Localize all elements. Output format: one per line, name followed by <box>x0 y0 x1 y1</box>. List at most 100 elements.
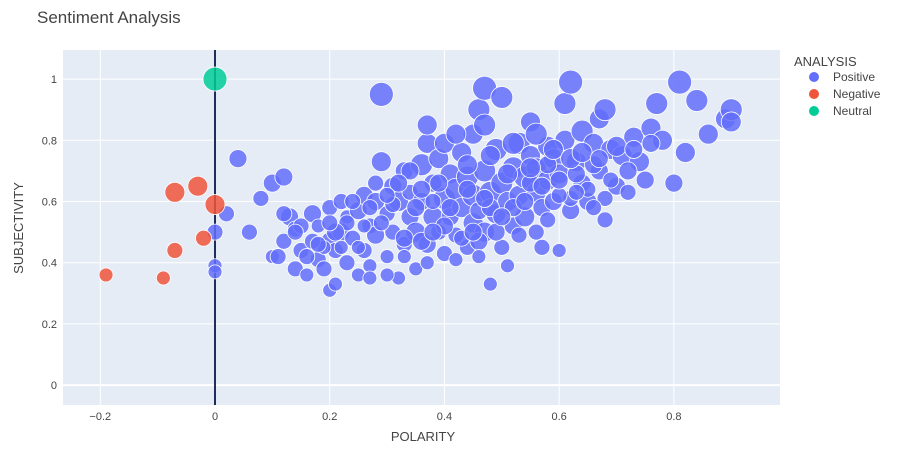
data-point[interactable] <box>550 186 568 204</box>
data-point[interactable] <box>207 264 223 280</box>
data-point[interactable] <box>551 243 567 258</box>
data-point[interactable] <box>490 86 514 109</box>
data-point[interactable] <box>423 222 443 242</box>
data-point[interactable] <box>532 176 552 196</box>
data-point[interactable] <box>493 238 511 256</box>
data-point[interactable] <box>463 222 483 242</box>
data-point[interactable] <box>195 229 212 247</box>
data-point[interactable] <box>510 226 528 244</box>
data-point[interactable] <box>344 193 362 210</box>
data-point[interactable] <box>520 157 541 179</box>
data-point[interactable] <box>549 170 569 190</box>
data-point[interactable] <box>589 149 609 169</box>
data-point[interactable] <box>440 198 460 218</box>
data-point[interactable] <box>624 140 644 159</box>
data-point[interactable] <box>448 252 464 268</box>
data-point[interactable] <box>445 123 467 145</box>
data-point[interactable] <box>408 261 424 277</box>
data-point[interactable] <box>187 175 209 197</box>
data-point[interactable] <box>298 248 316 265</box>
data-point[interactable] <box>619 183 637 201</box>
data-point[interactable] <box>457 179 477 199</box>
data-point[interactable] <box>328 276 343 292</box>
data-point[interactable] <box>275 205 293 223</box>
data-point[interactable] <box>368 81 394 107</box>
data-point[interactable] <box>275 232 293 250</box>
data-point[interactable] <box>394 228 414 248</box>
data-point[interactable] <box>241 223 258 241</box>
data-point[interactable] <box>164 181 186 203</box>
data-point[interactable] <box>571 142 593 163</box>
data-point[interactable] <box>697 123 719 145</box>
data-point[interactable] <box>524 122 548 146</box>
data-point[interactable] <box>406 198 426 218</box>
data-point[interactable] <box>98 267 114 283</box>
data-point[interactable] <box>539 211 557 229</box>
data-point[interactable] <box>228 149 248 169</box>
data-point[interactable] <box>429 173 449 193</box>
data-point[interactable] <box>500 258 515 274</box>
data-point[interactable] <box>274 167 294 187</box>
data-point[interactable] <box>635 170 655 190</box>
data-point[interactable] <box>596 211 614 229</box>
data-point[interactable] <box>667 69 693 95</box>
data-point[interactable] <box>482 276 498 292</box>
data-point[interactable] <box>606 136 627 157</box>
data-point[interactable] <box>515 192 535 211</box>
data-point[interactable] <box>351 239 366 255</box>
data-point[interactable] <box>338 254 356 272</box>
data-point[interactable] <box>356 218 372 234</box>
data-point[interactable] <box>602 171 620 189</box>
data-point[interactable] <box>424 193 442 210</box>
data-point[interactable] <box>543 139 564 160</box>
data-point[interactable] <box>618 161 638 181</box>
data-point[interactable] <box>473 113 496 137</box>
data-point[interactable] <box>361 199 379 217</box>
data-point[interactable] <box>558 69 584 95</box>
data-point[interactable] <box>155 270 171 286</box>
data-point[interactable] <box>315 260 333 278</box>
data-point[interactable] <box>362 270 378 286</box>
data-point[interactable] <box>475 189 494 208</box>
legend-item-negative[interactable]: Negative <box>809 87 881 101</box>
data-point[interactable] <box>641 133 661 153</box>
data-point[interactable] <box>204 194 226 215</box>
data-point[interactable] <box>372 214 390 232</box>
data-point[interactable] <box>685 89 709 112</box>
data-point[interactable] <box>645 92 669 115</box>
data-point[interactable] <box>664 173 684 193</box>
data-point[interactable] <box>202 66 228 92</box>
data-point[interactable] <box>370 151 392 173</box>
data-point[interactable] <box>396 249 412 264</box>
data-point[interactable] <box>419 255 435 271</box>
legend-item-positive[interactable]: Positive <box>809 70 875 84</box>
data-point[interactable] <box>492 207 512 227</box>
data-point[interactable] <box>585 199 602 217</box>
data-point[interactable] <box>378 186 396 204</box>
data-point[interactable] <box>379 249 395 264</box>
data-point[interactable] <box>309 235 327 253</box>
data-point[interactable] <box>416 114 438 136</box>
data-point[interactable] <box>333 239 349 255</box>
data-point[interactable] <box>252 190 270 207</box>
data-point[interactable] <box>596 190 614 207</box>
data-point[interactable] <box>400 161 420 181</box>
data-point[interactable] <box>593 98 617 122</box>
data-point[interactable] <box>497 163 518 185</box>
data-point[interactable] <box>533 238 551 256</box>
data-point[interactable] <box>553 92 577 115</box>
data-point[interactable] <box>720 111 742 133</box>
data-point[interactable] <box>379 267 395 283</box>
data-point[interactable] <box>321 214 339 232</box>
data-point[interactable] <box>674 142 696 163</box>
data-point[interactable] <box>389 173 408 193</box>
data-point[interactable] <box>456 154 478 176</box>
data-point[interactable] <box>299 267 315 283</box>
data-point[interactable] <box>567 183 585 201</box>
data-point[interactable] <box>269 248 287 265</box>
data-point[interactable] <box>471 249 487 264</box>
data-point[interactable] <box>166 242 184 259</box>
data-point[interactable] <box>412 179 431 199</box>
data-point[interactable] <box>501 131 525 155</box>
data-point[interactable] <box>527 223 545 241</box>
